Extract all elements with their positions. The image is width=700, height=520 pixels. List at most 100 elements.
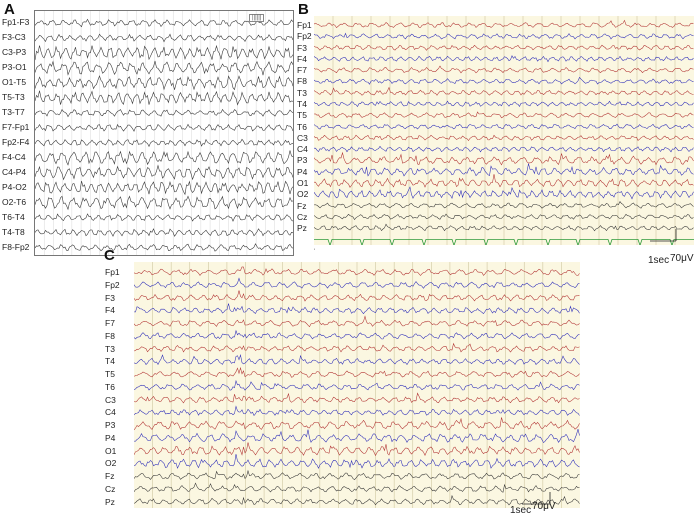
eeg-trace [35,108,293,118]
channel-label: O2 [105,458,117,469]
eeg-trace [134,429,580,444]
eeg-trace [35,60,293,76]
channel-label: F8 [297,76,307,87]
eeg-trace [314,65,694,74]
channel-label: T4 [105,356,115,367]
channel-label: P4 [105,432,116,443]
channel-label: T6-T4 [2,211,25,222]
channel-label: P3-O1 [2,61,27,72]
channel-label: Fp2 [105,279,120,290]
eeg-trace [314,100,694,107]
channel-label: O1 [105,445,117,456]
channel-label: F3 [105,292,115,303]
eeg-trace [314,32,694,40]
channel-label: C3 [105,394,116,405]
panel-c-scale-amplitude: 70μV [532,501,556,512]
eeg-trace [35,150,293,166]
eeg-trace [35,138,293,148]
channel-label: F8 [105,330,115,341]
channel-label: Fp2 [297,31,312,42]
eeg-trace [35,180,293,196]
eeg-trace [134,354,580,365]
eeg-trace [314,44,694,51]
eeg-trace [134,290,580,302]
eeg-trace [35,33,293,43]
eeg-trace [35,243,293,252]
channel-label: O2 [297,189,309,200]
channel-label: Pz [297,223,307,234]
eeg-trace [35,18,293,28]
panel-b-letter: B [298,1,309,18]
eeg-trace [314,19,694,29]
eeg-traces-c [134,262,580,508]
channel-label: C4 [297,144,308,155]
channel-label: F7 [105,318,115,329]
eeg-trace [134,453,580,469]
eeg-trace [314,134,694,141]
eeg-trace [314,123,694,130]
channel-label: T4-T8 [2,226,25,237]
scale-bar [522,492,551,505]
channel-label: P3 [297,155,308,166]
eeg-trace [314,223,694,232]
eeg-panel-a: |||||| Fp1-F3 F3-C3 C3-P3 P3-O1 O1-T5 T5-T3 T3… [0,0,294,256]
panel-b-footer: ▪ [314,247,316,251]
eeg-traces-b [314,16,694,245]
eeg-trace [35,195,293,211]
eeg-trace [35,213,293,222]
channel-label: T4 [297,98,307,109]
eeg-trace [35,123,293,132]
eeg-trace [134,366,580,378]
ekg-trace [314,239,694,245]
eeg-trace [134,342,580,353]
channel-label: F8-Fp2 [2,241,30,252]
eeg-trace [314,151,694,166]
channel-label: Fp1 [297,20,312,31]
eeg-trace [314,55,694,63]
eeg-trace [134,469,580,480]
channel-label: C3-P3 [2,46,27,57]
channel-label: Fz [297,200,307,211]
panel-c-letter: C [104,247,115,264]
panel-b-scale-amplitude: 70μV [670,253,694,264]
eeg-plot-b [314,16,694,245]
eeg-trace [314,174,694,188]
eeg-trace [314,213,694,220]
panel-a-tag: |||||| [249,14,265,22]
eeg-trace [134,329,580,340]
eeg-trace [134,266,580,276]
channel-label: T5-T3 [2,91,25,102]
eeg-trace [314,76,694,85]
eeg-trace [314,111,694,119]
eeg-trace [35,90,293,106]
channel-label: F4 [105,305,115,316]
channel-label: Fp1-F3 [2,16,30,27]
eeg-trace [134,303,580,315]
channel-label: F3 [297,42,307,53]
channel-label: F4-C4 [2,151,26,162]
eeg-trace [35,75,293,91]
eeg-trace [134,392,580,404]
eeg-trace [35,228,293,237]
panel-c-scale-time: 1sec [510,505,532,516]
channel-label: T3-T7 [2,106,25,117]
channel-label: T5 [297,110,307,121]
eeg-trace [35,164,293,181]
channel-label: Fp2-F4 [2,136,30,147]
channel-label: F4 [297,53,307,64]
eeg-trace [134,405,580,417]
eeg-plot-c [134,262,580,508]
channel-label: P4-O2 [2,181,27,192]
eeg-trace [134,442,580,457]
eeg-trace [314,86,694,96]
eeg-trace [134,482,580,493]
channel-label: O1-T5 [2,76,27,87]
channel-label: Pz [105,496,115,507]
panel-b-scale-time: 1sec [648,255,670,266]
eeg-trace [134,379,580,391]
channel-label: O1 [297,177,309,188]
eeg-trace [314,200,694,209]
channel-label: T3 [105,343,115,354]
channel-label: F7 [297,65,307,76]
eeg-trace [314,145,694,153]
